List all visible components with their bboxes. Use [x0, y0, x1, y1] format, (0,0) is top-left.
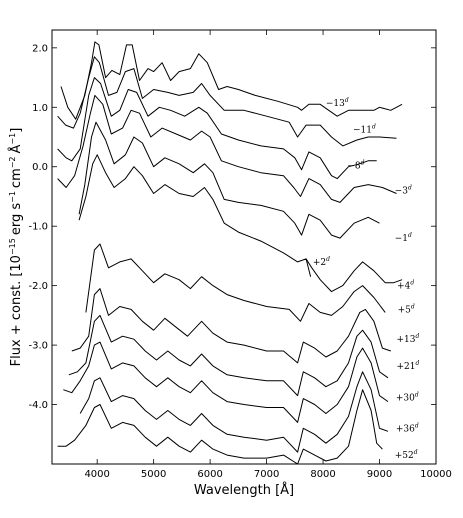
epoch-label-sup-8: d [415, 333, 419, 340]
epoch-label-sup-10: d [415, 391, 419, 398]
epoch-label-sup-1: d [372, 123, 376, 130]
y-axis-title: Flux + const. [10−15erg s−1cm−2Å−1] [8, 128, 24, 367]
epoch-label-sup-2: d [361, 160, 365, 167]
epoch-label-9: +21d [396, 360, 419, 372]
epoch-label-sup-9: d [415, 360, 419, 367]
epoch-label-sup-3: d [408, 184, 412, 191]
x-tick-label-0: 4000 [84, 469, 109, 480]
spectrum-series-5 [78, 154, 312, 277]
epoch-label-6: +4d [397, 280, 414, 292]
epoch-label-1: −11d [353, 123, 376, 135]
spectrum-series-7 [85, 243, 386, 322]
x-tick-label-4: 8000 [310, 469, 335, 480]
y-axis-title-main: Flux + const. [10 [9, 255, 24, 366]
epoch-label-8: +13d [396, 333, 419, 345]
epoch-label-0: −13d [326, 97, 349, 109]
epoch-label-value-7: +5 [398, 305, 412, 315]
epoch-label-value-2: −8 [347, 162, 361, 172]
epoch-label-value-9: +21 [396, 362, 415, 372]
epoch-label-11: +36d [396, 422, 419, 434]
epoch-label-sup-6: d [410, 280, 414, 287]
spectrum-series-2 [57, 77, 377, 180]
epoch-label-value-6: +4 [397, 282, 411, 292]
epoch-label-value-12: +52 [395, 451, 414, 461]
epoch-label-sup-4: d [408, 232, 412, 239]
spectrum-series-8 [71, 288, 391, 364]
y-axis-title-exp4: −1 [8, 133, 17, 145]
y-axis-title-exp2: −1 [8, 191, 17, 203]
y-axis-title-angstrom: Å [8, 144, 24, 153]
y-tick-label-6: -4.0 [28, 400, 48, 411]
epoch-label-value-0: −13 [326, 99, 345, 109]
spectrum-series-10 [63, 341, 389, 423]
spectrum-series-3 [57, 94, 397, 203]
y-tick-label-0: 2.0 [32, 43, 48, 54]
epoch-label-value-5: +2 [313, 258, 326, 268]
y-tick-label-5: -3.0 [28, 341, 48, 352]
epoch-label-value-10: +30 [396, 393, 415, 403]
epoch-label-5: +2d [313, 256, 330, 268]
y-tick-label-1: 1.0 [32, 103, 48, 114]
epoch-label-sup-11: d [415, 422, 419, 429]
plot-frame [51, 29, 437, 465]
x-tick-label-2: 6000 [197, 469, 222, 480]
x-tick-label-3: 7000 [254, 469, 279, 480]
epoch-label-12: +52d [395, 449, 418, 461]
spectra-series [57, 41, 403, 465]
x-tick-label-5: 9000 [367, 469, 392, 480]
x-tick-label-1: 5000 [141, 469, 166, 480]
spectrum-series-6 [305, 258, 403, 293]
epoch-label-value-8: +13 [396, 335, 415, 345]
y-tick-label-4: -2.0 [28, 281, 48, 292]
spectrum-series-4 [78, 121, 380, 239]
x-tick-label-6: 10000 [420, 469, 452, 480]
spectrum-series-12 [57, 389, 383, 465]
y-tick-label-3: -1.0 [28, 222, 48, 233]
epoch-label-value-4: −1 [395, 234, 408, 244]
spectrum-series-0 [60, 41, 403, 120]
y-axis-title-exp1: −15 [8, 238, 17, 255]
epoch-label-value-1: −11 [353, 125, 372, 135]
y-axis-title-end: ] [9, 128, 24, 133]
epoch-label-3: −3d [395, 184, 412, 196]
y-tick-label-2: 0.0 [32, 162, 48, 173]
spectrum-series-1 [57, 56, 397, 147]
epoch-label-sup-12: d [414, 449, 418, 456]
epoch-label-sup-7: d [411, 303, 415, 310]
axis-ticks: 4000 5000 6000 7000 8000 9000 10000 2.0 1.0 0.0 -1… [28, 30, 452, 480]
epoch-label-value-11: +36 [396, 424, 415, 434]
epoch-labels: −13d−11d−8d−3d−1d+2d+4d+5d+13d+21d+30d+3… [313, 97, 420, 461]
epoch-label-value-3: −3 [395, 186, 409, 196]
epoch-label-2: −8d [347, 160, 364, 172]
spectrum-series-9 [68, 314, 389, 397]
epoch-label-sup-5: d [326, 256, 330, 263]
epoch-label-4: −1d [395, 232, 412, 244]
epoch-label-7: +5d [398, 303, 415, 315]
x-axis-title: Wavelength [Å] [194, 482, 294, 498]
y-axis-title-units: erg s [9, 203, 24, 235]
y-axis-title-exp3: −2 [8, 156, 17, 168]
y-axis-title-cm: cm [9, 168, 24, 188]
spectrum-series-11 [79, 371, 389, 453]
epoch-label-10: +30d [396, 391, 419, 403]
epoch-label-sup-0: d [345, 97, 349, 104]
